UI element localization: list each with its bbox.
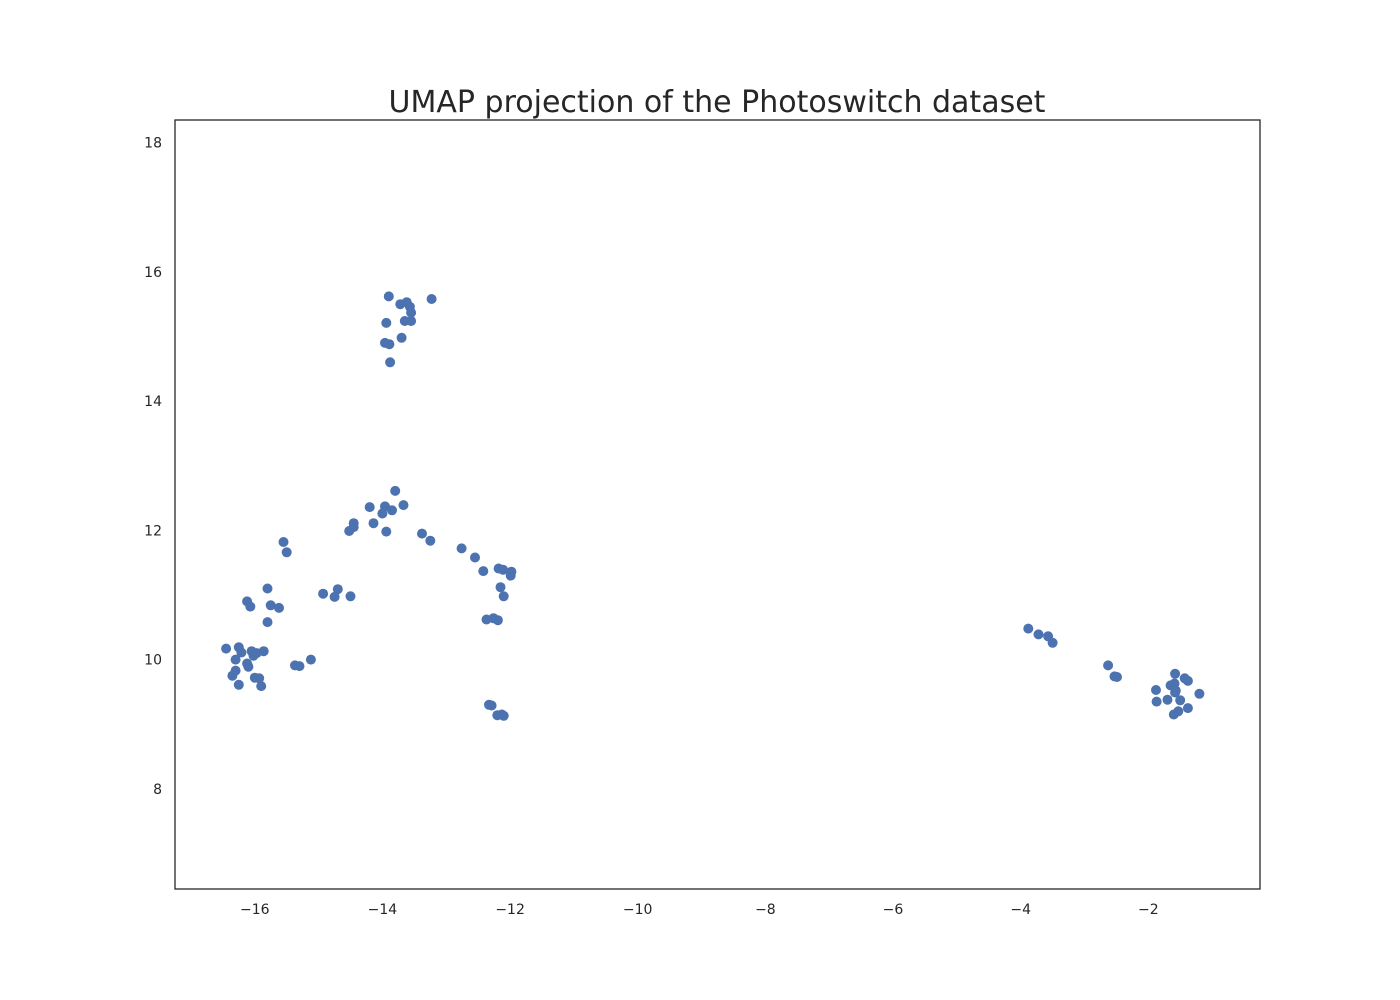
data-point xyxy=(478,566,489,577)
data-point xyxy=(383,291,394,302)
data-point xyxy=(274,602,284,613)
y-tick-label: 18 xyxy=(144,136,162,152)
data-point xyxy=(406,316,417,326)
y-tick-label: 14 xyxy=(144,394,162,410)
data-point xyxy=(492,615,503,626)
data-point xyxy=(1170,668,1181,679)
data-point xyxy=(426,294,437,304)
data-point xyxy=(364,502,375,513)
x-axis-ticks: −16 −14 −12 −10 −8 −6 −4 −2 xyxy=(240,902,1159,918)
x-tick-label: −16 xyxy=(240,902,270,918)
data-point xyxy=(329,591,340,602)
data-point xyxy=(1033,629,1044,640)
data-point xyxy=(262,617,273,628)
data-point xyxy=(425,535,436,546)
data-point xyxy=(505,570,516,581)
y-axis-ticks: 8 10 12 14 16 18 xyxy=(144,136,162,798)
data-point xyxy=(236,647,247,658)
data-point xyxy=(227,670,238,681)
data-point xyxy=(1194,688,1205,699)
data-point xyxy=(470,552,480,563)
data-point xyxy=(498,710,509,721)
x-tick-label: −4 xyxy=(1010,902,1031,918)
x-tick-label: −10 xyxy=(623,902,653,918)
data-point xyxy=(258,646,269,657)
data-point xyxy=(495,582,506,593)
data-point xyxy=(406,307,417,318)
chart-title: UMAP projection of the Photoswitch datas… xyxy=(389,85,1046,120)
data-point xyxy=(390,485,401,496)
data-point xyxy=(387,505,397,516)
data-point xyxy=(233,679,244,690)
data-point xyxy=(377,508,388,519)
data-point xyxy=(398,500,409,511)
data-point xyxy=(1182,703,1193,714)
data-point xyxy=(1168,709,1179,720)
data-point xyxy=(262,583,273,594)
data-point xyxy=(243,661,254,672)
y-tick-label: 16 xyxy=(144,265,162,281)
y-tick-label: 12 xyxy=(144,523,162,539)
data-point xyxy=(1170,685,1181,696)
data-point xyxy=(385,357,396,368)
data-point xyxy=(221,643,232,654)
data-point xyxy=(344,526,355,536)
plot-area-frame xyxy=(174,119,1261,890)
x-tick-label: −6 xyxy=(883,902,904,918)
data-point xyxy=(381,526,392,537)
data-point xyxy=(396,332,407,343)
y-tick-label: 8 xyxy=(153,782,162,798)
data-point xyxy=(381,317,392,328)
data-point xyxy=(230,654,241,665)
data-point xyxy=(294,661,305,672)
data-point xyxy=(305,654,316,665)
data-point xyxy=(278,537,289,547)
points-layer xyxy=(221,291,1205,721)
data-point xyxy=(332,584,343,595)
data-point xyxy=(281,547,292,558)
data-point xyxy=(318,588,329,599)
data-point xyxy=(498,591,509,602)
y-tick-label: 10 xyxy=(144,653,162,669)
data-point xyxy=(1151,696,1162,707)
data-point xyxy=(254,673,265,684)
data-point xyxy=(248,650,259,661)
data-point xyxy=(384,339,395,350)
data-point xyxy=(1112,672,1122,682)
x-tick-label: −12 xyxy=(495,902,525,918)
data-point xyxy=(498,564,509,575)
data-point xyxy=(1162,694,1173,705)
data-point xyxy=(1103,660,1114,671)
data-point xyxy=(1175,695,1186,706)
data-point xyxy=(1023,623,1034,634)
data-point xyxy=(417,528,427,539)
data-point xyxy=(245,601,256,612)
data-point xyxy=(345,591,356,602)
data-point xyxy=(368,518,379,529)
data-point xyxy=(265,600,276,611)
x-tick-label: −14 xyxy=(368,902,398,918)
data-point xyxy=(1047,637,1058,648)
data-point xyxy=(486,700,497,711)
x-tick-label: −8 xyxy=(755,902,776,918)
x-tick-label: −2 xyxy=(1138,902,1159,918)
data-point xyxy=(1182,675,1193,686)
data-point xyxy=(456,543,467,554)
data-point xyxy=(256,681,267,692)
data-point xyxy=(1151,685,1161,695)
